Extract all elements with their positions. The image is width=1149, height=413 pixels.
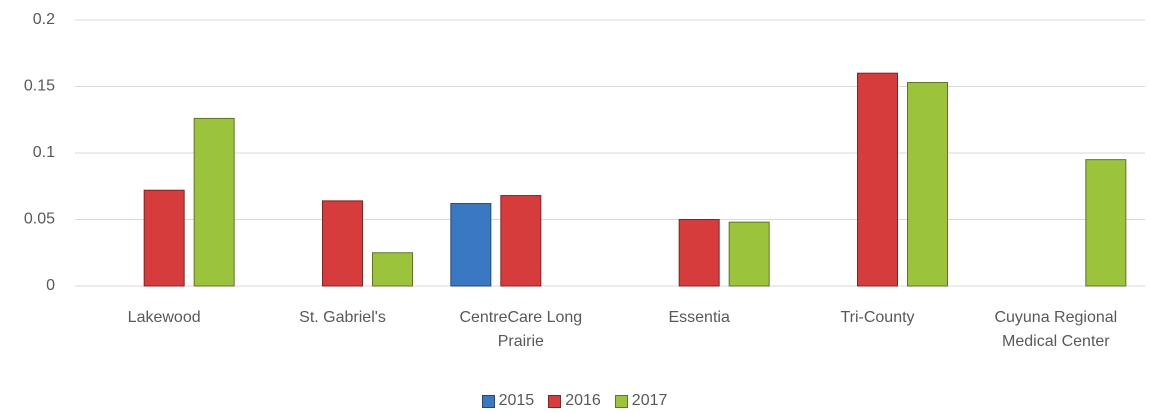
legend-label: 2016: [565, 392, 601, 409]
bar: [193, 117, 235, 287]
bar: [1085, 159, 1127, 287]
bar: [857, 72, 898, 287]
legend: 2015 2016 2017: [0, 392, 1149, 410]
x-tick-label: Essentia: [668, 309, 730, 326]
x-tick-label: Cuyuna Regional Medical Center: [994, 309, 1118, 350]
y-tick-label: 0: [46, 277, 55, 294]
y-tick-label: 0.05: [24, 211, 55, 228]
legend-swatch: [481, 394, 495, 408]
bar: [450, 203, 492, 287]
legend-swatch: [614, 394, 628, 408]
x-tick-label: CentreCare Long Prairie: [459, 309, 583, 350]
y-tick-label: 0.2: [33, 11, 55, 28]
bar: [372, 252, 413, 287]
x-tick-label: Lakewood: [127, 309, 201, 326]
y-tick-label: 0.15: [24, 78, 55, 95]
legend-label: 2015: [498, 392, 535, 409]
legend-item: 2017: [614, 392, 668, 410]
y-tick-label: 0.1: [33, 144, 55, 161]
x-tick-label: Tri-County: [840, 309, 915, 326]
legend-item: 2016: [548, 392, 601, 410]
bar: [678, 219, 720, 287]
bar: [500, 195, 542, 287]
x-tick-label: St. Gabriel's: [299, 309, 386, 326]
legend-item: 2015: [481, 392, 535, 410]
bar: [322, 200, 363, 287]
bar: [143, 189, 185, 287]
bar: [728, 221, 770, 287]
legend-label: 2017: [631, 392, 668, 409]
bar: [907, 82, 948, 287]
legend-swatch: [548, 394, 562, 408]
